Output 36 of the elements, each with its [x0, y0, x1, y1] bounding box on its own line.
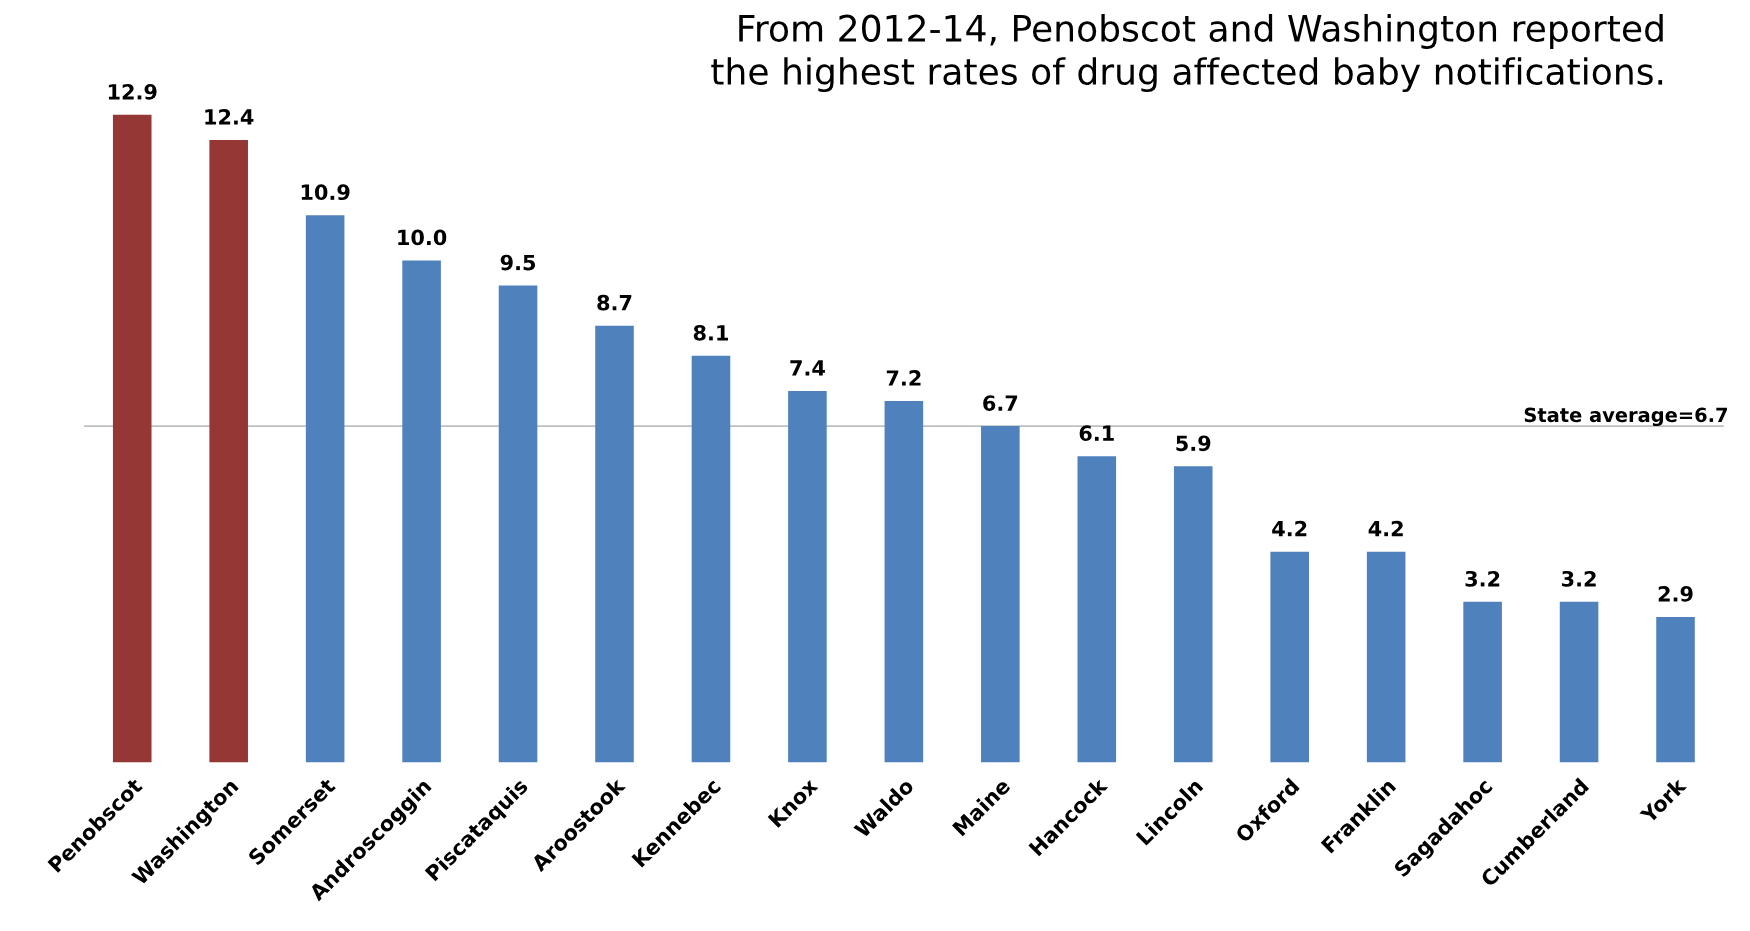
data-label: 9.5	[500, 254, 536, 271]
bar	[981, 426, 1020, 763]
data-label: 3.2	[1465, 570, 1500, 587]
bar	[1270, 551, 1309, 763]
bar	[112, 114, 152, 763]
data-label: 12.9	[108, 83, 157, 100]
chart-title: From 2012-14, Penobscot and Washington reported the highest rates of drug affected baby notifications.	[711, 13, 1663, 93]
data-label: 8.7	[597, 294, 632, 311]
data-label: 4.2	[1368, 520, 1403, 537]
bar	[1366, 551, 1406, 763]
bar	[788, 390, 827, 763]
data-label: 12.4	[205, 109, 254, 125]
ref-line-label: State average=6.7	[1524, 407, 1728, 427]
bar	[498, 285, 538, 763]
data-label: 5.9	[1176, 435, 1211, 452]
data-label: 3.2	[1562, 570, 1596, 587]
bar	[595, 325, 634, 763]
bar	[1463, 601, 1502, 763]
data-label: 6.1	[1079, 425, 1114, 442]
data-label: 7.2	[886, 370, 921, 386]
bar	[209, 139, 248, 763]
data-label: 10.0	[398, 229, 447, 246]
bar	[305, 215, 345, 763]
bar	[1077, 456, 1117, 763]
data-label: 6.7	[983, 395, 1018, 411]
bar	[1173, 466, 1213, 763]
data-label: 8.1	[693, 324, 728, 341]
data-label: 4.2	[1272, 520, 1307, 537]
bar	[884, 401, 924, 763]
data-label: 10.9	[301, 184, 350, 201]
bar	[1559, 601, 1599, 763]
bar	[691, 355, 731, 763]
data-label: 7.4	[790, 360, 825, 376]
bar	[1656, 616, 1695, 763]
bar	[402, 260, 441, 763]
data-label: 2.9	[1658, 585, 1693, 602]
